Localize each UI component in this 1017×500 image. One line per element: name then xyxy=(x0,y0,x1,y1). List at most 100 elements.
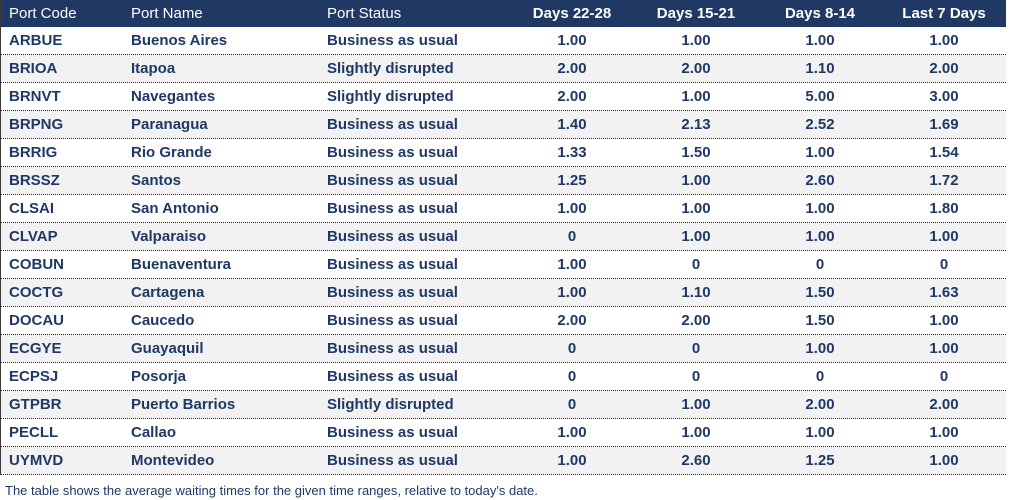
table-row: BRIOA Itapoa Slightly disrupted 2.00 2.0… xyxy=(1,55,1006,83)
cell-days-15-21: 1.50 xyxy=(681,144,711,161)
cell-days-15-21: 1.10 xyxy=(681,284,711,301)
table-row: BRNVT Navegantes Slightly disrupted 2.00… xyxy=(1,83,1006,111)
cell-port-code: COCTG xyxy=(9,284,64,301)
column-header-port-status: Port Status xyxy=(327,4,402,22)
cell-port-code: PECLL xyxy=(9,424,59,441)
cell-last-7-days: 1.00 xyxy=(929,312,959,329)
cell-port-code: BRPNG xyxy=(9,116,64,133)
cell-last-7-days: 1.00 xyxy=(929,424,959,441)
cell-days-15-21: 2.00 xyxy=(681,312,711,329)
cell-days-22-28: 1.00 xyxy=(557,32,587,49)
cell-days-22-28: 1.00 xyxy=(557,284,587,301)
cell-port-name: Paranagua xyxy=(131,116,208,133)
table-row: ARBUE Buenos Aires Business as usual 1.0… xyxy=(1,27,1006,55)
cell-port-status: Business as usual xyxy=(327,172,458,189)
cell-days-15-21: 1.00 xyxy=(681,88,711,105)
cell-days-8-14: 1.00 xyxy=(805,228,835,245)
table-row: COBUN Buenaventura Business as usual 1.0… xyxy=(1,251,1006,279)
cell-days-15-21: 1.00 xyxy=(681,200,711,217)
cell-last-7-days: 1.00 xyxy=(929,32,959,49)
table-footnote: The table shows the average waiting time… xyxy=(5,483,538,498)
cell-last-7-days: 1.80 xyxy=(929,200,959,217)
table-row: ECPSJ Posorja Business as usual 0 0 0 0 xyxy=(1,363,1006,391)
cell-port-status: Business as usual xyxy=(327,256,458,273)
cell-port-code: BRSSZ xyxy=(9,172,60,189)
cell-days-8-14: 5.00 xyxy=(805,88,835,105)
table-row: UYMVD Montevideo Business as usual 1.00 … xyxy=(1,447,1006,475)
cell-port-name: Santos xyxy=(131,172,182,189)
table-row: BRPNG Paranagua Business as usual 1.40 2… xyxy=(1,111,1006,139)
cell-days-15-21: 2.00 xyxy=(681,60,711,77)
cell-days-22-28: 2.00 xyxy=(557,88,587,105)
cell-days-15-21: 0 xyxy=(691,368,701,385)
cell-port-code: BRRIG xyxy=(9,144,58,161)
cell-port-code: DOCAU xyxy=(9,312,64,329)
cell-port-status: Business as usual xyxy=(327,368,458,385)
cell-days-8-14: 1.00 xyxy=(805,144,835,161)
cell-port-code: CLSAI xyxy=(9,200,54,217)
cell-port-name: Posorja xyxy=(131,368,187,385)
column-header-days-22-28: Days 22-28 xyxy=(532,4,612,22)
cell-last-7-days: 0 xyxy=(939,368,949,385)
cell-port-code: GTPBR xyxy=(9,396,62,413)
cell-days-15-21: 1.00 xyxy=(681,172,711,189)
cell-port-name: San Antonio xyxy=(131,200,219,217)
cell-port-status: Business as usual xyxy=(327,32,458,49)
cell-days-8-14: 1.50 xyxy=(805,284,835,301)
cell-days-15-21: 2.13 xyxy=(681,116,711,133)
table-row: CLSAI San Antonio Business as usual 1.00… xyxy=(1,195,1006,223)
cell-days-15-21: 0 xyxy=(691,256,701,273)
cell-days-15-21: 0 xyxy=(691,340,701,357)
cell-port-name: Callao xyxy=(131,424,177,441)
cell-port-status: Business as usual xyxy=(327,144,458,161)
table-row: CLVAP Valparaiso Business as usual 0 1.0… xyxy=(1,223,1006,251)
cell-port-code: ECPSJ xyxy=(9,368,59,385)
cell-port-status: Business as usual xyxy=(327,424,458,441)
cell-port-status: Business as usual xyxy=(327,340,458,357)
table-row: ECGYE Guayaquil Business as usual 0 0 1.… xyxy=(1,335,1006,363)
table-row: BRSSZ Santos Business as usual 1.25 1.00… xyxy=(1,167,1006,195)
cell-days-22-28: 1.00 xyxy=(557,256,587,273)
cell-last-7-days: 1.54 xyxy=(929,144,959,161)
table-row: GTPBR Puerto Barrios Slightly disrupted … xyxy=(1,391,1006,419)
cell-days-8-14: 1.00 xyxy=(805,340,835,357)
cell-days-8-14: 2.00 xyxy=(805,396,835,413)
cell-port-status: Business as usual xyxy=(327,116,458,133)
cell-days-8-14: 2.52 xyxy=(805,116,835,133)
column-header-port-code: Port Code xyxy=(9,4,77,22)
column-header-last-7-days: Last 7 Days xyxy=(902,4,986,22)
cell-last-7-days: 1.63 xyxy=(929,284,959,301)
cell-port-name: Rio Grande xyxy=(131,144,212,161)
cell-days-8-14: 0 xyxy=(815,368,825,385)
cell-days-22-28: 1.40 xyxy=(557,116,587,133)
cell-days-22-28: 0 xyxy=(567,228,577,245)
table-body: ARBUE Buenos Aires Business as usual 1.0… xyxy=(1,27,1006,475)
cell-port-status: Business as usual xyxy=(327,452,458,469)
cell-port-status: Business as usual xyxy=(327,228,458,245)
cell-days-8-14: 1.00 xyxy=(805,32,835,49)
cell-days-15-21: 1.00 xyxy=(681,396,711,413)
cell-days-8-14: 1.50 xyxy=(805,312,835,329)
cell-days-22-28: 2.00 xyxy=(557,312,587,329)
cell-port-name: Montevideo xyxy=(131,452,215,469)
cell-last-7-days: 0 xyxy=(939,256,949,273)
cell-port-code: ARBUE xyxy=(9,32,63,49)
cell-days-8-14: 1.10 xyxy=(805,60,835,77)
cell-port-name: Buenos Aires xyxy=(131,32,228,49)
cell-port-status: Slightly disrupted xyxy=(327,396,454,413)
table-row: DOCAU Caucedo Business as usual 2.00 2.0… xyxy=(1,307,1006,335)
cell-port-status: Business as usual xyxy=(327,284,458,301)
cell-days-8-14: 1.25 xyxy=(805,452,835,469)
cell-last-7-days: 1.00 xyxy=(929,340,959,357)
cell-port-code: CLVAP xyxy=(9,228,58,245)
cell-port-name: Navegantes xyxy=(131,88,216,105)
cell-days-22-28: 2.00 xyxy=(557,60,587,77)
cell-days-15-21: 2.60 xyxy=(681,452,711,469)
column-header-port-name: Port Name xyxy=(131,4,203,22)
table-row: PECLL Callao Business as usual 1.00 1.00… xyxy=(1,419,1006,447)
table-row: BRRIG Rio Grande Business as usual 1.33 … xyxy=(1,139,1006,167)
cell-days-8-14: 1.00 xyxy=(805,200,835,217)
column-header-days-15-21: Days 15-21 xyxy=(656,4,736,22)
cell-port-name: Itapoa xyxy=(131,60,176,77)
cell-port-status: Slightly disrupted xyxy=(327,88,454,105)
